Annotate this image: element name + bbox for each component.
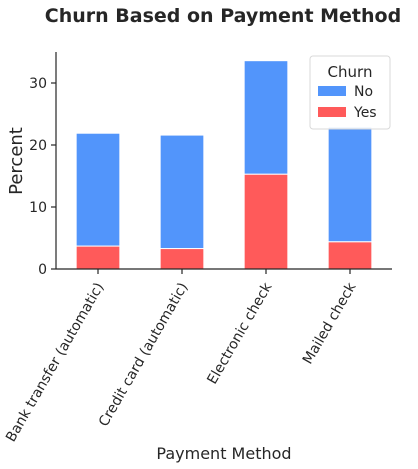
x-tick-label-bank-transfer-automatic: Bank transfer (automatic) [3, 280, 107, 445]
bars-layer [75, 60, 373, 270]
x-tick-label-mailed-check: Mailed check [300, 279, 360, 367]
bar-yes-bank-transfer-automatic [75, 245, 121, 270]
legend-swatch-yes [318, 107, 346, 117]
y-tick-label-10: 10 [29, 200, 47, 216]
legend-swatch-no [318, 86, 346, 96]
y-tick-label-20: 20 [29, 138, 47, 154]
y-tick-label-0: 0 [38, 262, 47, 278]
bar-yes-credit-card-automatic [159, 248, 205, 270]
bar-yes-mailed-check [327, 241, 373, 270]
legend-label-no: No [354, 84, 373, 100]
x-tick-label-credit-card-automatic: Credit card (automatic) [96, 280, 192, 430]
y-axis-title: Percent [6, 127, 27, 195]
x-ticks: Bank transfer (automatic)Credit card (au… [3, 269, 360, 445]
legend-title: Churn [328, 63, 373, 81]
bar-no-bank-transfer-automatic [75, 132, 121, 247]
x-tick-label-electronic-check: Electronic check [204, 279, 276, 387]
y-tick-label-30: 30 [29, 76, 47, 92]
x-axis-title: Payment Method [156, 444, 291, 463]
bar-no-electronic-check [243, 60, 289, 175]
bar-no-mailed-check [327, 126, 373, 243]
bar-yes-electronic-check [243, 173, 289, 270]
legend-label-yes: Yes [353, 105, 377, 121]
chart-title: Churn Based on Payment Method [45, 5, 401, 27]
legend: Churn No Yes [309, 55, 391, 130]
bar-no-credit-card-automatic [159, 134, 205, 250]
y-ticks: 0 10 20 30 [29, 76, 56, 278]
